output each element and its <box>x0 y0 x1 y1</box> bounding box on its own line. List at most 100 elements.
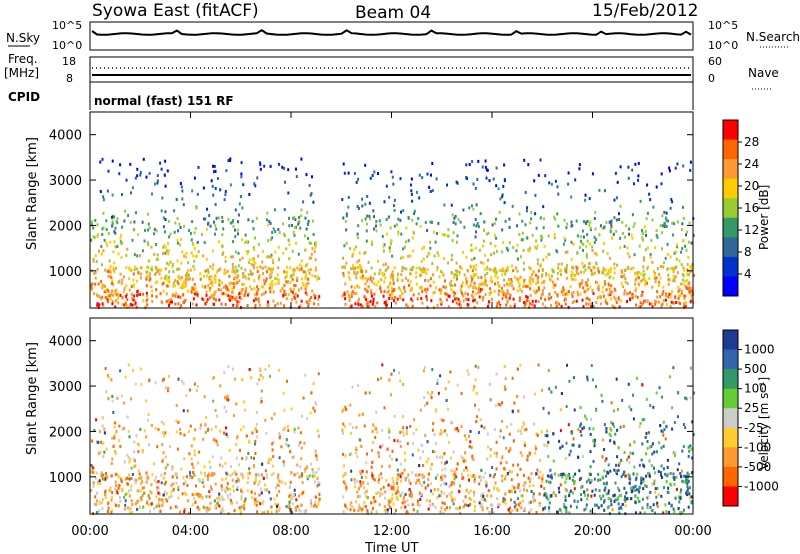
heatmap-cell <box>104 268 107 272</box>
heatmap-cell <box>474 292 477 296</box>
heatmap-cell <box>474 403 476 407</box>
heatmap-cell <box>664 472 667 476</box>
heatmap-cell <box>574 472 577 476</box>
heatmap-cell <box>643 418 646 421</box>
heatmap-cell <box>135 305 138 309</box>
heatmap-cell <box>401 269 404 273</box>
heatmap-cell <box>116 221 119 225</box>
heatmap-cell <box>230 255 232 259</box>
heatmap-cell <box>602 494 605 498</box>
heatmap-cell <box>274 486 277 490</box>
heatmap-cell <box>597 478 600 482</box>
heatmap-cell <box>684 478 687 482</box>
heatmap-cell <box>473 256 476 260</box>
heatmap-cell <box>397 230 400 234</box>
heatmap-cell <box>156 253 159 257</box>
heatmap-cell <box>519 255 522 259</box>
heatmap-cell <box>434 450 437 454</box>
heatmap-cell <box>527 476 530 480</box>
heatmap-cell <box>243 283 245 287</box>
heatmap-cell <box>229 157 232 161</box>
heatmap-cell <box>512 297 515 301</box>
heatmap-cell <box>250 272 253 276</box>
heatmap-cell <box>658 280 661 284</box>
heatmap-cell <box>215 216 218 220</box>
heatmap-cell <box>211 377 214 381</box>
heatmap-cell <box>582 242 585 246</box>
heatmap-cell <box>597 266 600 270</box>
heatmap-cell <box>559 408 562 412</box>
heatmap-cell <box>174 284 176 288</box>
heatmap-cell <box>342 422 345 426</box>
heatmap-cell <box>131 303 134 307</box>
heatmap-cell <box>537 269 540 273</box>
heatmap-cell <box>473 284 475 288</box>
heatmap-cell <box>639 421 642 425</box>
heatmap-cell <box>690 266 693 270</box>
heatmap-cell <box>438 275 441 279</box>
heatmap-cell <box>540 281 543 285</box>
heatmap-cell <box>287 429 290 432</box>
heatmap-cell <box>661 395 664 399</box>
heatmap-cell <box>452 220 455 224</box>
heatmap-cell <box>360 265 362 269</box>
date-title: 15/Feb/2012 <box>592 1 698 21</box>
heatmap-cell <box>352 264 354 268</box>
heatmap-cell <box>473 493 476 497</box>
heatmap-cell <box>160 276 163 280</box>
heatmap-cell <box>682 423 685 426</box>
heatmap-cell <box>131 297 134 301</box>
heatmap-cell <box>94 270 97 274</box>
heatmap-cell <box>626 246 629 250</box>
heatmap-cell <box>411 299 414 303</box>
heatmap-cell <box>140 498 143 502</box>
heatmap-cell <box>404 276 407 280</box>
heatmap-cell <box>646 300 649 303</box>
heatmap-cell <box>626 497 629 501</box>
heatmap-cell <box>415 271 418 275</box>
heatmap-cell <box>496 487 499 491</box>
heatmap-cell <box>314 402 317 406</box>
heatmap-cell <box>248 258 251 262</box>
heatmap-cell <box>602 249 605 253</box>
heatmap-cell <box>351 254 354 258</box>
heatmap-cell <box>247 250 250 253</box>
heatmap-cell <box>260 285 263 289</box>
heatmap-cell <box>670 300 673 304</box>
heatmap-cell <box>216 497 219 501</box>
heatmap-cell <box>510 498 512 502</box>
heatmap-cell <box>370 275 372 279</box>
heatmap-cell <box>289 480 292 484</box>
heatmap-cell <box>483 228 485 232</box>
heatmap-cell <box>558 439 561 443</box>
heatmap-cell <box>613 287 616 291</box>
heatmap-cell <box>499 403 502 407</box>
heatmap-cell <box>665 425 668 429</box>
heatmap-cell <box>549 480 552 484</box>
heatmap-cell <box>534 212 537 216</box>
heatmap-cell <box>556 271 559 275</box>
heatmap-cell <box>356 455 359 459</box>
heatmap-cell <box>375 510 378 514</box>
heatmap-cell <box>509 304 512 308</box>
heatmap-cell <box>461 292 463 296</box>
heatmap-cell <box>404 290 407 293</box>
heatmap-cell <box>445 482 448 486</box>
heatmap-cell <box>423 270 426 274</box>
heatmap-cell <box>140 266 143 270</box>
heatmap-cell <box>113 270 116 274</box>
heatmap-cell <box>674 295 677 299</box>
heatmap-cell <box>291 223 293 227</box>
heatmap-cell <box>141 249 144 253</box>
heatmap-cell <box>463 225 466 229</box>
heatmap-cell <box>597 287 600 291</box>
heatmap-cell <box>580 270 583 274</box>
heatmap-cell <box>154 381 157 385</box>
heatmap-cell <box>431 162 434 165</box>
heatmap-cell <box>112 411 115 414</box>
heatmap-cell <box>482 244 484 248</box>
heatmap-cell <box>472 223 475 227</box>
heatmap-cell <box>401 501 404 505</box>
heatmap-cell <box>246 481 249 485</box>
heatmap-cell <box>300 414 303 418</box>
